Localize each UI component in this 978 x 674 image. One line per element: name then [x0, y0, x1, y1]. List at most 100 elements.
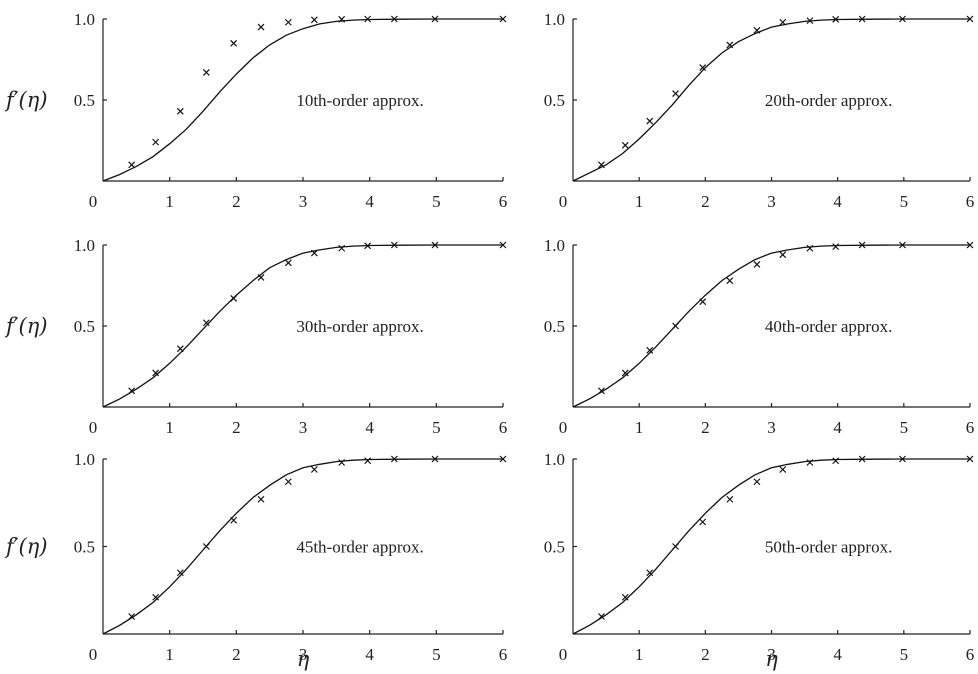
x-tick-label: 0	[89, 418, 98, 437]
y-tick-label: 1.0	[74, 10, 95, 29]
x-tick-label: 0	[89, 645, 98, 664]
data-point-marker	[202, 319, 210, 327]
data-point-marker	[598, 613, 605, 620]
x-tick-label: 6	[966, 192, 975, 211]
x-tick-label: 5	[900, 418, 909, 437]
x-tick-label: 0	[559, 192, 568, 211]
x-tick-label: 4	[833, 192, 842, 211]
data-point-marker	[966, 15, 974, 23]
data-point-marker	[646, 117, 654, 125]
data-point-marker	[726, 495, 734, 503]
data-point-marker	[230, 516, 238, 524]
data-point-marker	[128, 387, 136, 395]
y-tick-label: 1.0	[544, 236, 565, 255]
panel-3: 0 1 2 3 4 5 6 0.5 1.0 f′(η) 30th-order approx.	[4, 236, 507, 437]
x-tick-label: 3	[299, 418, 308, 437]
panel-2: 0 1 2 3 4 5 6 0.5 1.0 20th-order approx.	[544, 10, 975, 211]
x-tick-label: 1	[635, 192, 644, 211]
data-point-marker	[646, 569, 654, 577]
x-tick-label: 1	[165, 645, 174, 664]
data-point-marker	[621, 369, 629, 377]
data-point-marker	[390, 241, 398, 249]
series-line	[572, 244, 970, 408]
data-point-marker	[726, 41, 734, 49]
x-tick-label: 2	[701, 192, 710, 211]
y-tick-label: 1.0	[544, 450, 565, 469]
data-point-marker	[499, 455, 507, 463]
data-point-marker	[858, 15, 866, 23]
data-point-marker	[832, 243, 840, 251]
x-tick-label: 4	[833, 645, 842, 664]
x-tick-label: 5	[432, 192, 441, 211]
data-point-marker	[598, 387, 605, 395]
data-point-marker	[621, 141, 629, 149]
x-tick-label: 3	[767, 418, 776, 437]
series-line	[102, 18, 503, 182]
data-point-marker	[779, 251, 787, 259]
panel-label: 45th-order approx.	[296, 538, 423, 557]
x-tick-label: 0	[559, 418, 568, 437]
data-point-marker	[699, 518, 707, 526]
data-point-marker	[899, 455, 906, 463]
y-tick-label: 0.5	[74, 317, 95, 336]
data-point-marker	[699, 64, 707, 72]
data-point-marker	[966, 455, 974, 463]
panel-label: 50th-order approx.	[765, 538, 892, 557]
x-tick-label: 3	[767, 645, 776, 664]
x-tick-label: 2	[232, 192, 241, 211]
y-tick-label: 0.5	[74, 538, 95, 557]
data-point-marker	[779, 466, 787, 473]
x-tick-label: 6	[499, 645, 508, 664]
data-point-marker	[338, 15, 346, 23]
data-point-marker	[832, 15, 840, 23]
data-point-marker	[499, 241, 507, 249]
data-point-marker	[431, 455, 439, 463]
data-point-marker	[899, 15, 906, 23]
x-tick-label: 4	[365, 192, 374, 211]
y-tick-label: 1.0	[74, 450, 95, 469]
x-tick-label: 6	[499, 192, 508, 211]
panel-label: 30th-order approx.	[296, 317, 423, 336]
data-point-marker	[202, 69, 210, 76]
x-tick-label: 2	[232, 645, 241, 664]
y-tick-label: 0.5	[544, 91, 565, 110]
panel-label: 20th-order approx.	[765, 91, 892, 110]
data-point-marker	[176, 107, 184, 115]
data-point-marker	[284, 259, 292, 267]
data-point-marker	[257, 273, 265, 281]
x-axis-label: η	[765, 647, 778, 671]
data-point-marker	[310, 249, 318, 257]
data-point-marker	[753, 261, 761, 268]
series-line	[572, 18, 970, 182]
data-point-marker	[152, 369, 160, 377]
data-point-marker	[672, 90, 679, 97]
y-tick-label: 0.5	[74, 91, 95, 110]
data-point-marker	[364, 457, 372, 465]
x-tick-label: 1	[165, 418, 174, 437]
data-point-marker	[364, 242, 372, 250]
y-tick-label: 1.0	[74, 236, 95, 255]
x-tick-label: 1	[635, 418, 644, 437]
data-point-marker	[257, 23, 265, 31]
y-axis-label: f′(η)	[4, 535, 48, 559]
panel-1: 0 1 2 3 4 5 6 0.5 1.0 f′(η) 10th-order approx.	[4, 10, 507, 211]
x-tick-label: 0	[89, 192, 98, 211]
data-point-marker	[672, 322, 679, 330]
x-tick-label: 4	[365, 418, 374, 437]
x-tick-label: 1	[165, 192, 174, 211]
data-point-marker	[858, 455, 866, 463]
x-tick-label: 2	[701, 418, 710, 437]
y-tick-label: 0.5	[544, 317, 565, 336]
data-point-marker	[966, 241, 974, 249]
x-tick-label: 4	[365, 645, 374, 664]
data-point-marker	[152, 593, 160, 601]
data-point-marker	[310, 466, 318, 473]
data-point-marker	[699, 298, 707, 306]
x-tick-label: 5	[900, 645, 909, 664]
x-axis-label: η	[297, 647, 310, 671]
x-tick-label: 6	[966, 418, 975, 437]
data-point-marker	[128, 161, 136, 169]
y-tick-label: 1.0	[544, 10, 565, 29]
x-tick-label: 5	[432, 645, 441, 664]
